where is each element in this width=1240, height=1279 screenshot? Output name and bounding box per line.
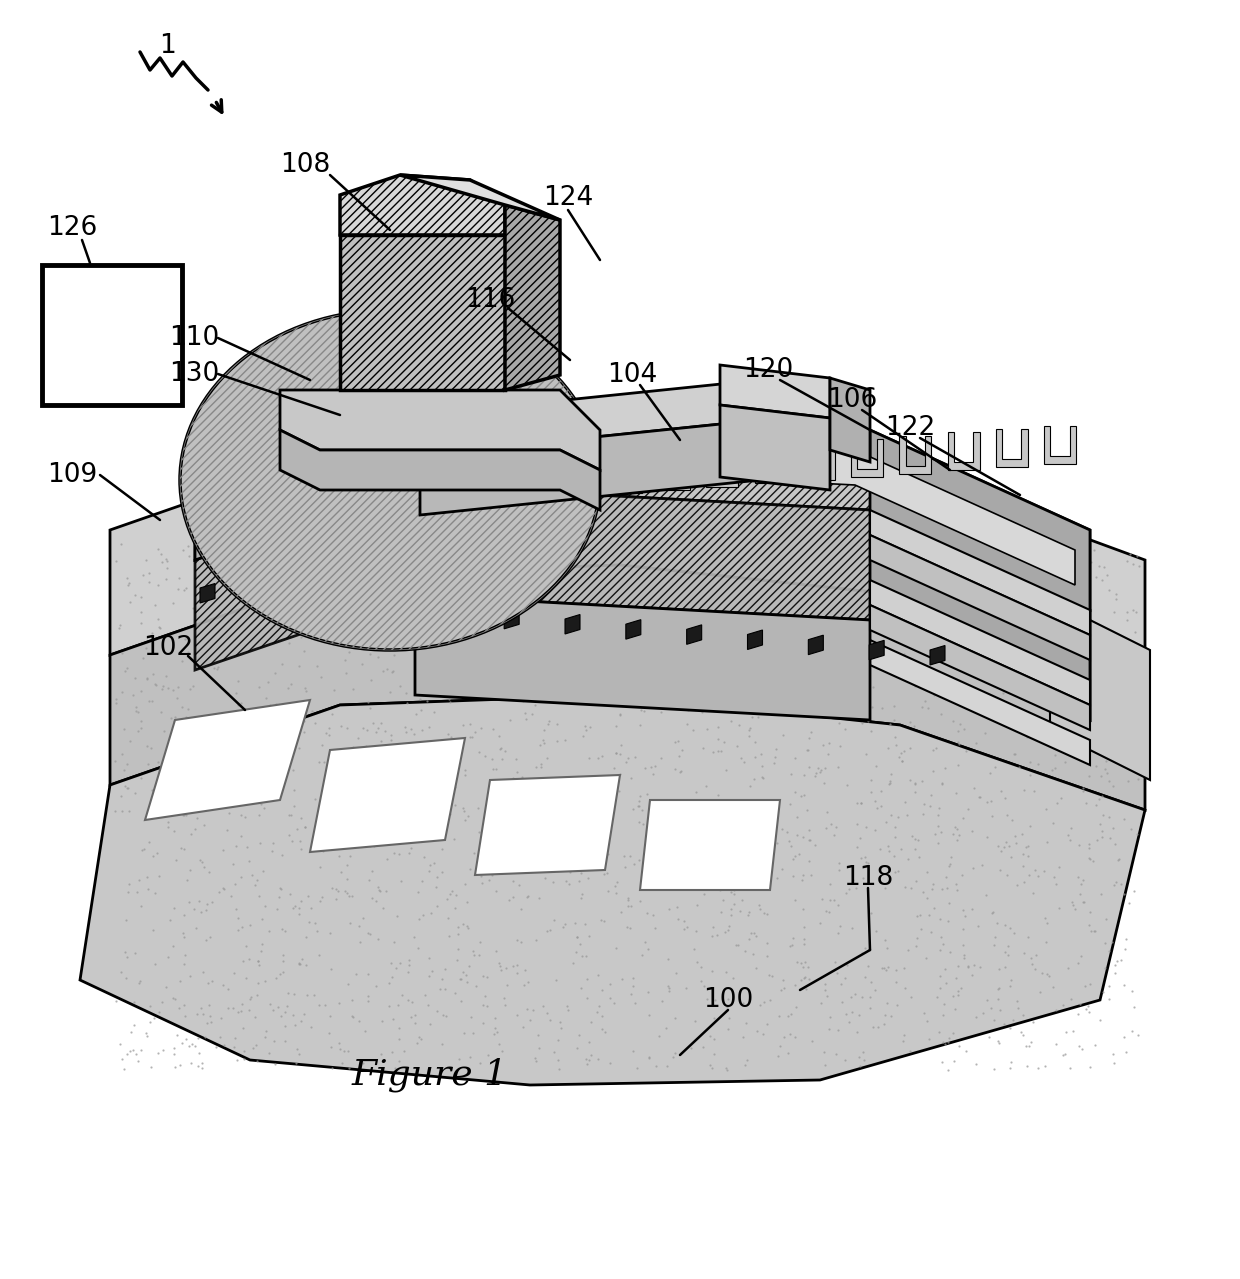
Polygon shape — [110, 440, 1145, 680]
Polygon shape — [870, 640, 1090, 765]
Text: 104: 104 — [606, 362, 657, 388]
Polygon shape — [720, 405, 830, 490]
Polygon shape — [145, 700, 310, 820]
Polygon shape — [562, 458, 594, 496]
Polygon shape — [930, 646, 945, 665]
Polygon shape — [110, 565, 1145, 810]
Ellipse shape — [180, 310, 600, 650]
Polygon shape — [340, 175, 505, 235]
Polygon shape — [851, 439, 883, 477]
Polygon shape — [830, 379, 870, 462]
Polygon shape — [870, 430, 1090, 720]
Polygon shape — [195, 405, 1090, 610]
Text: 106: 106 — [827, 388, 877, 413]
Polygon shape — [224, 481, 255, 519]
Text: 124: 124 — [543, 185, 593, 211]
Bar — [42, 265, 182, 405]
Polygon shape — [273, 478, 304, 515]
Polygon shape — [81, 694, 1145, 1085]
Polygon shape — [195, 405, 415, 560]
Polygon shape — [610, 455, 642, 494]
Polygon shape — [640, 799, 780, 890]
Polygon shape — [401, 175, 560, 220]
Text: 109: 109 — [47, 462, 97, 489]
Text: 126: 126 — [47, 215, 97, 240]
Polygon shape — [755, 445, 786, 483]
Text: 1: 1 — [160, 33, 176, 59]
Polygon shape — [280, 390, 600, 469]
Polygon shape — [658, 451, 691, 490]
Polygon shape — [687, 625, 702, 645]
Polygon shape — [802, 443, 835, 480]
Polygon shape — [808, 636, 823, 655]
Text: 108: 108 — [280, 152, 330, 178]
Polygon shape — [720, 365, 830, 418]
Text: 116: 116 — [465, 286, 515, 313]
Polygon shape — [947, 432, 980, 471]
Polygon shape — [368, 471, 401, 509]
Polygon shape — [707, 449, 738, 486]
Polygon shape — [996, 430, 1028, 467]
Polygon shape — [417, 468, 449, 506]
Polygon shape — [626, 619, 641, 640]
Polygon shape — [869, 641, 884, 660]
Polygon shape — [870, 579, 1090, 705]
Polygon shape — [280, 430, 600, 510]
Text: 110: 110 — [169, 325, 219, 350]
Polygon shape — [1050, 600, 1149, 780]
Polygon shape — [899, 436, 931, 473]
Polygon shape — [513, 462, 546, 500]
Text: 102: 102 — [143, 634, 193, 661]
Polygon shape — [870, 605, 1090, 730]
Polygon shape — [320, 475, 352, 513]
Polygon shape — [382, 599, 398, 619]
Polygon shape — [870, 510, 1090, 634]
Text: 130: 130 — [169, 361, 219, 388]
Polygon shape — [505, 205, 560, 390]
Polygon shape — [219, 428, 1075, 585]
Text: 120: 120 — [743, 357, 794, 382]
Polygon shape — [420, 420, 760, 515]
Polygon shape — [870, 535, 1090, 660]
Text: 118: 118 — [843, 865, 893, 891]
Polygon shape — [195, 485, 1090, 720]
Polygon shape — [505, 609, 520, 629]
Polygon shape — [1044, 426, 1076, 464]
Polygon shape — [475, 775, 620, 875]
Polygon shape — [465, 464, 497, 503]
Polygon shape — [565, 614, 580, 634]
Polygon shape — [260, 588, 275, 609]
Text: 122: 122 — [885, 414, 935, 441]
Polygon shape — [310, 738, 465, 852]
Polygon shape — [444, 604, 459, 624]
Text: 100: 100 — [703, 987, 753, 1013]
Polygon shape — [340, 235, 505, 390]
Polygon shape — [200, 583, 215, 602]
Text: Figure 1: Figure 1 — [352, 1058, 508, 1092]
Polygon shape — [420, 380, 760, 455]
Polygon shape — [415, 595, 870, 720]
Polygon shape — [748, 631, 763, 650]
Polygon shape — [321, 593, 337, 614]
